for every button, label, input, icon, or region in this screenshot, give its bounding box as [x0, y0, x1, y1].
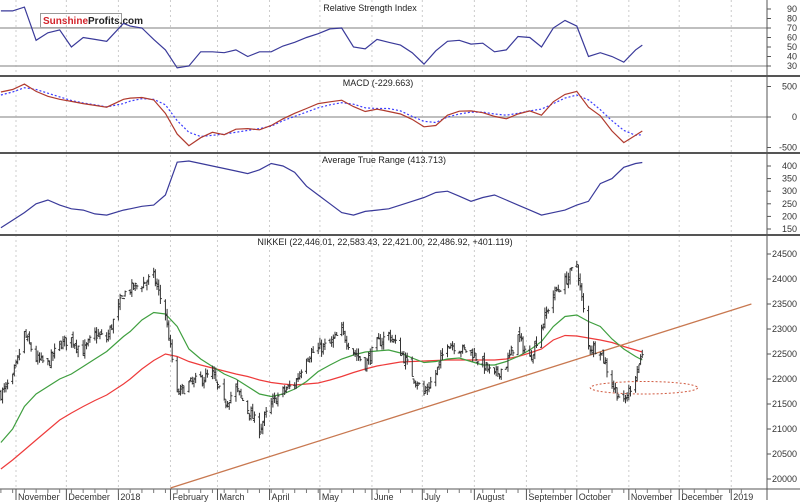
macd-y-tick-label: 500 [782, 82, 797, 92]
reference-lines [0, 27, 767, 118]
moving-average-long-line [0, 334, 643, 470]
x-tick-label: 2019 [733, 492, 753, 502]
x-tick-label: February [172, 492, 209, 502]
x-tick-label: May [322, 492, 340, 502]
rsi-y-tick-label: 60 [787, 33, 797, 43]
price-y-tick-label: 21500 [772, 399, 797, 409]
price-bars [0, 261, 644, 439]
macd-y-tick-label: -500 [779, 143, 797, 153]
rsi-y-tick-label: 80 [787, 14, 797, 24]
price-y-tick-label: 23000 [772, 324, 797, 334]
x-tick-label: March [219, 492, 244, 502]
price-title: NIKKEI (22,446.01, 22,583.43, 22,421.00,… [257, 237, 512, 247]
price-y-tick-label: 23500 [772, 299, 797, 309]
x-tick-label: December [68, 492, 110, 502]
x-tick-label: July [424, 492, 441, 502]
axes: November December 2018 February March April Ma… [0, 4, 797, 502]
x-tick-label: December [681, 492, 723, 502]
price-y-tick-label: 24500 [772, 249, 797, 259]
price-y-tick-label: 24000 [772, 274, 797, 284]
atr-y-tick-label: 250 [782, 199, 797, 209]
atr-line [0, 160, 643, 229]
atr-y-tick-label: 150 [782, 224, 797, 234]
highlight-ellipse [589, 381, 699, 395]
atr-title: Average True Range (413.713) [322, 155, 446, 165]
moving-average-short-line [0, 311, 643, 443]
atr-y-tick-label: 350 [782, 174, 797, 184]
atr-y-tick-label: 300 [782, 186, 797, 196]
rsi-y-tick-label: 90 [787, 4, 797, 14]
rsi-line [0, 6, 643, 69]
atr-y-tick-label: 200 [782, 211, 797, 221]
price-y-tick-label: 20000 [772, 474, 797, 484]
series [0, 6, 752, 489]
macd-y-tick-label: 0 [792, 112, 797, 122]
x-tick-label: November [631, 492, 673, 502]
price-y-tick-label: 22000 [772, 374, 797, 384]
price-y-tick-label: 21000 [772, 424, 797, 434]
atr-y-tick-label: 400 [782, 161, 797, 171]
price-y-tick-label: 20500 [772, 449, 797, 459]
x-tick-label: November [18, 492, 60, 502]
rsi-y-tick-label: 40 [787, 52, 797, 62]
x-tick-label: June [374, 492, 394, 502]
x-tick-label: August [476, 492, 505, 502]
rsi-y-tick-label: 70 [787, 23, 797, 33]
grid [15, 0, 732, 489]
rsi-y-tick-label: 50 [787, 42, 797, 52]
rsi-y-tick-label: 30 [787, 61, 797, 71]
macd-line [0, 83, 643, 147]
x-tick-label: 2018 [120, 492, 140, 502]
x-tick-label: April [272, 492, 290, 502]
price-y-tick-label: 22500 [772, 349, 797, 359]
rsi-title: Relative Strength Index [323, 3, 417, 13]
x-tick-label: October [579, 492, 611, 502]
support-trendline [170, 303, 752, 489]
macd-signal-line [0, 87, 643, 138]
x-tick-label: September [528, 492, 572, 502]
macd-title: MACD (-229.663) [343, 78, 414, 88]
